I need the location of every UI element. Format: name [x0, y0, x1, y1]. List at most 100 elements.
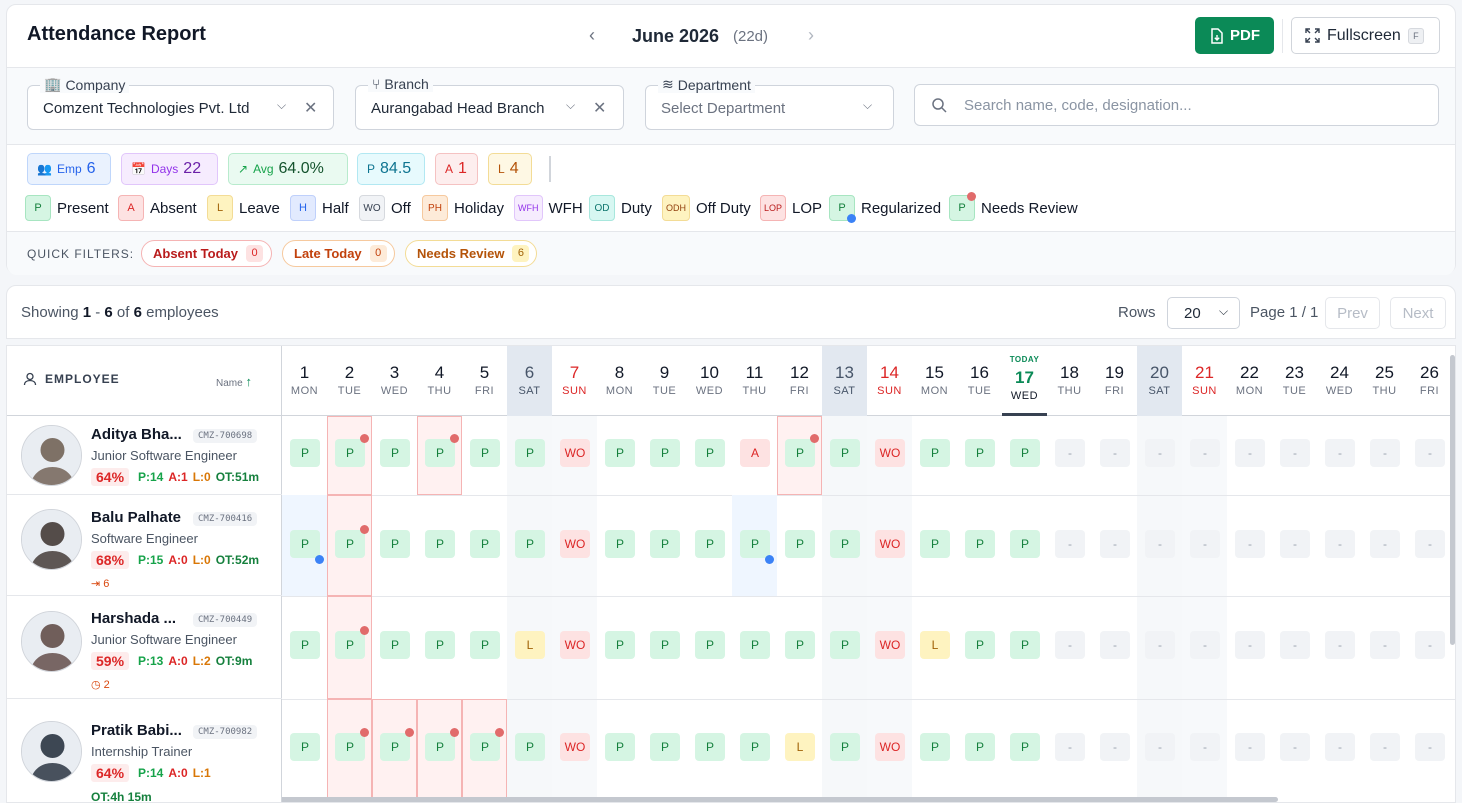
- attendance-cell[interactable]: P: [425, 530, 455, 558]
- attendance-cell[interactable]: WO: [875, 530, 905, 558]
- attendance-cell[interactable]: -: [1370, 733, 1400, 761]
- attendance-cell[interactable]: -: [1280, 733, 1310, 761]
- employee-row[interactable]: Pratik Babi... CMZ-700982 Internship Train…: [7, 699, 282, 802]
- attendance-cell[interactable]: -: [1100, 733, 1130, 761]
- attendance-cell[interactable]: P: [830, 733, 860, 761]
- attendance-cell[interactable]: WO: [875, 631, 905, 659]
- attendance-cell[interactable]: P: [470, 439, 500, 467]
- attendance-cell[interactable]: P: [965, 631, 995, 659]
- company-select[interactable]: 🏢 Company Comzent Technologies Pvt. Ltd ⌵…: [27, 76, 334, 130]
- attendance-cell[interactable]: P: [335, 626, 369, 659]
- attendance-cell[interactable]: -: [1280, 439, 1310, 467]
- attendance-cell[interactable]: P: [290, 733, 320, 761]
- attendance-cell[interactable]: WO: [875, 439, 905, 467]
- clear-branch-icon[interactable]: ✕: [593, 100, 607, 117]
- attendance-cell[interactable]: WO: [560, 439, 590, 467]
- attendance-cell[interactable]: P: [605, 530, 635, 558]
- attendance-cell[interactable]: -: [1415, 530, 1445, 558]
- sort-by-name[interactable]: Name ↑: [216, 374, 252, 389]
- attendance-cell[interactable]: P: [1010, 530, 1040, 558]
- attendance-cell[interactable]: P: [605, 439, 635, 467]
- attendance-cell[interactable]: -: [1145, 439, 1175, 467]
- attendance-cell[interactable]: P: [290, 631, 320, 659]
- attendance-cell[interactable]: P: [335, 434, 369, 467]
- pdf-export-button[interactable]: PDF: [1195, 17, 1274, 54]
- attendance-cell[interactable]: P: [650, 631, 680, 659]
- attendance-cell[interactable]: P: [740, 631, 770, 659]
- attendance-cell[interactable]: WO: [875, 733, 905, 761]
- attendance-cell[interactable]: -: [1325, 733, 1355, 761]
- attendance-cell[interactable]: -: [1190, 530, 1220, 558]
- attendance-cell[interactable]: P: [1010, 439, 1040, 467]
- needs-review-filter[interactable]: Needs Review 6: [405, 240, 537, 267]
- attendance-cell[interactable]: WO: [560, 733, 590, 761]
- attendance-cell[interactable]: -: [1370, 631, 1400, 659]
- attendance-cell[interactable]: P: [965, 733, 995, 761]
- employee-column-header[interactable]: EMPLOYEE Name ↑: [7, 346, 281, 416]
- department-select[interactable]: ≋ Department Select Department ⌵: [645, 76, 894, 130]
- attendance-cell[interactable]: -: [1055, 733, 1085, 761]
- attendance-cell[interactable]: P: [785, 631, 815, 659]
- prev-month-button[interactable]: ‹: [589, 25, 595, 45]
- attendance-cell[interactable]: P: [650, 530, 680, 558]
- attendance-cell[interactable]: -: [1100, 530, 1130, 558]
- attendance-cell[interactable]: P: [470, 728, 504, 761]
- attendance-cell[interactable]: -: [1325, 631, 1355, 659]
- attendance-cell[interactable]: P: [830, 439, 860, 467]
- attendance-cell[interactable]: P: [650, 733, 680, 761]
- attendance-cell[interactable]: -: [1325, 530, 1355, 558]
- attendance-cell[interactable]: P: [695, 733, 725, 761]
- attendance-cell[interactable]: P: [605, 733, 635, 761]
- attendance-cell[interactable]: WO: [560, 530, 590, 558]
- attendance-cell[interactable]: P: [515, 439, 545, 467]
- attendance-cell[interactable]: P: [965, 439, 995, 467]
- attendance-cell[interactable]: P: [425, 728, 459, 761]
- attendance-cell[interactable]: P: [290, 439, 320, 467]
- attendance-cell[interactable]: -: [1415, 631, 1445, 659]
- employee-row[interactable]: Aditya Bha... CMZ-700698 Junior Software E…: [7, 416, 282, 495]
- vertical-scrollbar[interactable]: [1450, 355, 1455, 645]
- attendance-cell[interactable]: P: [425, 631, 455, 659]
- attendance-cell[interactable]: P: [380, 728, 414, 761]
- prev-page-button[interactable]: Prev: [1325, 297, 1380, 329]
- attendance-cell[interactable]: P: [470, 631, 500, 659]
- attendance-cell[interactable]: P: [740, 530, 774, 564]
- attendance-cell[interactable]: -: [1370, 439, 1400, 467]
- attendance-cell[interactable]: -: [1235, 530, 1265, 558]
- horizontal-scrollbar[interactable]: [18, 797, 1278, 802]
- attendance-cell[interactable]: -: [1235, 733, 1265, 761]
- attendance-cell[interactable]: P: [785, 530, 815, 558]
- attendance-cell[interactable]: P: [695, 631, 725, 659]
- attendance-cell[interactable]: P: [1010, 733, 1040, 761]
- attendance-cell[interactable]: P: [290, 530, 324, 564]
- attendance-cell[interactable]: P: [920, 439, 950, 467]
- attendance-cell[interactable]: P: [785, 434, 819, 467]
- attendance-cell[interactable]: L: [785, 733, 815, 761]
- attendance-cell[interactable]: -: [1190, 439, 1220, 467]
- attendance-cell[interactable]: P: [740, 733, 770, 761]
- attendance-cell[interactable]: -: [1145, 631, 1175, 659]
- attendance-cell[interactable]: P: [830, 530, 860, 558]
- attendance-cell[interactable]: P: [695, 439, 725, 467]
- attendance-cell[interactable]: P: [335, 728, 369, 761]
- attendance-cell[interactable]: WO: [560, 631, 590, 659]
- attendance-cell[interactable]: -: [1415, 439, 1445, 467]
- clear-company-icon[interactable]: ✕: [304, 100, 318, 117]
- attendance-cell[interactable]: P: [425, 434, 459, 467]
- attendance-cell[interactable]: L: [920, 631, 950, 659]
- attendance-cell[interactable]: P: [380, 439, 410, 467]
- attendance-cell[interactable]: -: [1280, 631, 1310, 659]
- attendance-cell[interactable]: P: [515, 530, 545, 558]
- attendance-cell[interactable]: P: [470, 530, 500, 558]
- rows-per-page-select[interactable]: 20 ⌵: [1167, 297, 1240, 329]
- attendance-cell[interactable]: -: [1235, 631, 1265, 659]
- next-page-button[interactable]: Next: [1390, 297, 1446, 329]
- attendance-cell[interactable]: -: [1370, 530, 1400, 558]
- attendance-cell[interactable]: -: [1055, 631, 1085, 659]
- attendance-cell[interactable]: -: [1145, 530, 1175, 558]
- next-month-button[interactable]: ›: [808, 25, 814, 45]
- attendance-cell[interactable]: P: [650, 439, 680, 467]
- attendance-cell[interactable]: P: [335, 525, 369, 558]
- attendance-cell[interactable]: -: [1280, 530, 1310, 558]
- attendance-cell[interactable]: -: [1325, 439, 1355, 467]
